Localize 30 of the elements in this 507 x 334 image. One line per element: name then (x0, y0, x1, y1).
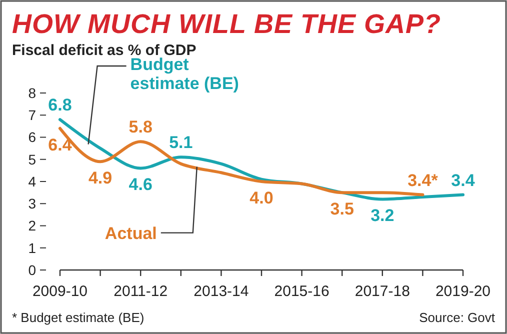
y-tick-label: 3 (28, 196, 36, 212)
data-label: 6.8 (48, 96, 72, 115)
chart-title: HOW MUCH WILL BE THE GAP? (12, 9, 441, 39)
data-label: 4.9 (88, 168, 112, 188)
data-label: 6.4 (48, 135, 72, 154)
text: * Budget estimate (BE) (12, 310, 144, 325)
y-tick-label: 5 (28, 151, 36, 168)
data-label: 4.6 (128, 175, 152, 194)
y-tick-label: 0 (28, 262, 36, 278)
y-tick-label: 8 (28, 84, 36, 101)
data-label: 3.4* (408, 170, 438, 190)
data-label: 3.4 (451, 170, 476, 190)
x-tick-label: 2017-18 (354, 283, 410, 300)
y-tick-label: 4 (28, 173, 36, 190)
y-tick-label: 7 (28, 107, 36, 124)
x-tick-label: 2015-16 (274, 283, 330, 300)
text: Actual (104, 224, 157, 243)
x-tick-label: 2013-14 (194, 283, 249, 300)
source-note: Source: Govt (419, 310, 496, 325)
data-label: 3.2 (370, 206, 394, 226)
data-label: 3.5 (330, 200, 354, 219)
y-tick-label: 2 (28, 218, 36, 234)
x-tick-label: 2019-20 (435, 283, 491, 300)
data-label: 5.8 (128, 118, 152, 137)
data-label: 4.0 (250, 188, 274, 208)
y-tick-label: 1 (28, 240, 36, 256)
y-tick-label: 6 (28, 129, 36, 146)
data-label: 5.1 (169, 133, 193, 152)
x-tick-label: 2011-12 (114, 283, 168, 300)
x-tick-label: 2009-10 (32, 283, 88, 300)
